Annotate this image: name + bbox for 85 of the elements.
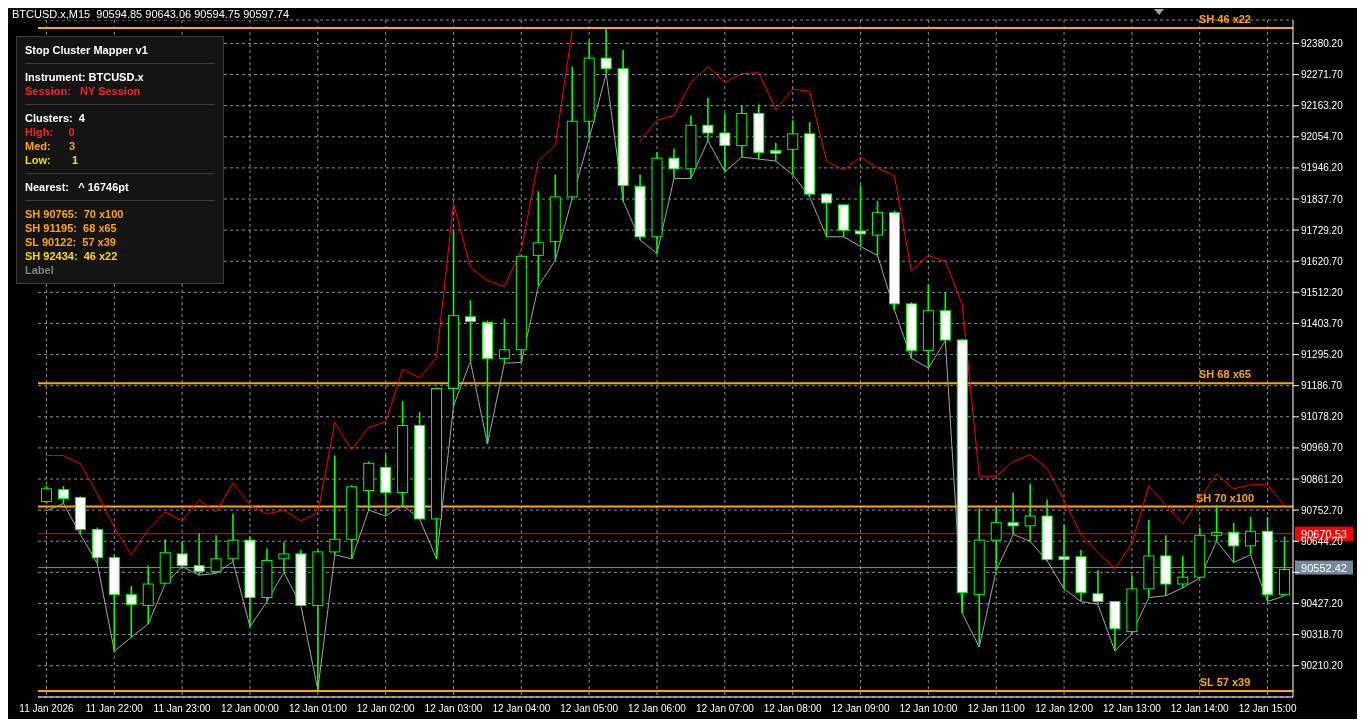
x-tick-label: 12 Jan 10:00 [899,703,958,715]
candlestick [1058,523,1070,590]
candlestick [871,200,883,257]
annotation: Clusters: 4 [25,111,86,125]
y-tick-label: 91512.20 [1301,286,1344,298]
ref-line-label: SH 68 x65 [1199,368,1251,381]
x-tick-label: 12 Jan 07:00 [695,703,755,715]
candlestick [278,541,290,574]
annotation: Session: NY Session [25,84,142,98]
candlestick [532,190,544,288]
x-tick-label: 12 Jan 04:00 [492,703,551,715]
candlestick [1228,521,1240,564]
y-tick-label: 92163.20 [1301,100,1344,112]
y-tick-label: 91837.70 [1301,193,1344,205]
y-tick-label: 92054.70 [1301,131,1344,143]
y-tick-label: 90318.70 [1301,629,1344,641]
x-tick-label: 12 Jan 05:00 [560,703,619,715]
y-tick-label: 91946.20 [1301,162,1344,174]
x-tick-label: 11 Jan 22:00 [85,703,144,715]
x-tick-label: 12 Jan 11:00 [967,703,1026,715]
candlestick [464,299,476,363]
y-tick-label: 90210.20 [1301,660,1344,672]
candlestick [193,532,205,576]
candlestick [1092,569,1104,606]
y-tick-label: 91729.20 [1301,224,1344,236]
x-tick-label: 12 Jan 13:00 [1102,703,1162,715]
annotation: SL 90122: 57 x39 [25,235,117,249]
ref-line-label: SH 46 x22 [1199,13,1251,26]
x-tick-label: 11 Jan 23:00 [153,703,212,715]
candlestick [176,540,188,570]
candlestick [787,119,799,176]
x-tick-label: 12 Jan 01:00 [288,703,348,715]
candlestick [719,112,731,173]
y-tick-label: 91295.20 [1301,349,1344,361]
annotation: SH 90765: 70 x100 [25,207,125,221]
annotation: Instrument: BTCUSD.x [25,70,145,84]
x-tick-label: 12 Jan 06:00 [628,703,687,715]
candlestick [498,317,510,365]
y-tick-label: 91620.70 [1301,255,1344,267]
candlestick [770,141,782,162]
x-tick-label: 12 Jan 15:00 [1238,703,1297,715]
y-tick-label: 92380.20 [1301,38,1344,50]
y-tick-label: 91403.70 [1301,318,1344,330]
annotation: SH 91195: 68 x65 [25,221,118,235]
candlestick [1007,491,1019,536]
x-tick-label: 12 Jan 14:00 [1170,703,1230,715]
x-tick-label: 12 Jan 09:00 [831,703,890,715]
ref-line-label: 90552.42 [1301,561,1347,574]
x-tick-label: 12 Jan 02:00 [356,703,416,715]
candlestick [990,506,1002,572]
annotation: High: 0 [25,125,76,139]
candlestick [821,192,833,238]
candlestick [1211,504,1223,543]
candlestick [668,147,680,180]
y-tick-label: 90861.20 [1301,473,1344,485]
annotation: Stop Cluster Mapper v1 [25,43,149,57]
x-tick-label: 12 Jan 12:00 [1035,703,1094,715]
y-tick-label: 90427.20 [1301,598,1344,610]
x-tick-label: 12 Jan 03:00 [424,703,483,715]
candlestick [125,585,137,639]
candlestick [210,534,222,575]
annotation: Label [25,263,55,277]
candlestick [1245,516,1257,556]
candlestick [855,184,867,248]
candlestick [600,28,612,75]
chart-title: BTCUSD.x,M15 90594.85 90643.06 90594.75 90597.74 [12,8,290,20]
y-tick-label: 91078.20 [1301,411,1344,423]
y-tick-label: 90752.70 [1301,504,1344,516]
y-tick-label: 92271.70 [1301,69,1344,81]
candlestick [329,454,341,556]
candlestick [702,97,714,142]
x-tick-label: 12 Jan 08:00 [763,703,823,715]
ref-line-label: SL 57 x39 [1199,675,1251,688]
annotation: Med: 3 [25,139,77,153]
x-tick-label: 12 Jan 00:00 [221,703,280,715]
annotation: Nearest: ^ 16746pt [25,180,130,194]
candlestick [1024,483,1036,543]
candlestick [1177,555,1189,589]
annotation: SH 92434: 46 x22 [25,249,119,263]
annotation: Low: 1 [25,153,80,167]
candlestick [227,513,239,563]
y-tick-label: 91186.70 [1301,380,1343,392]
x-tick-label: 11 Jan 2026 [19,703,75,715]
y-tick-label: 90969.70 [1301,442,1344,454]
candlestick [142,564,154,625]
